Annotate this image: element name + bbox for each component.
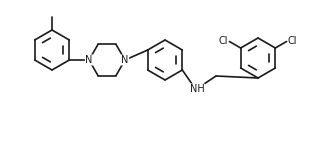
Text: NH: NH: [190, 84, 204, 94]
Text: N: N: [85, 55, 93, 65]
Text: Cl: Cl: [288, 36, 297, 46]
Text: N: N: [121, 55, 129, 65]
Text: Cl: Cl: [219, 36, 228, 46]
